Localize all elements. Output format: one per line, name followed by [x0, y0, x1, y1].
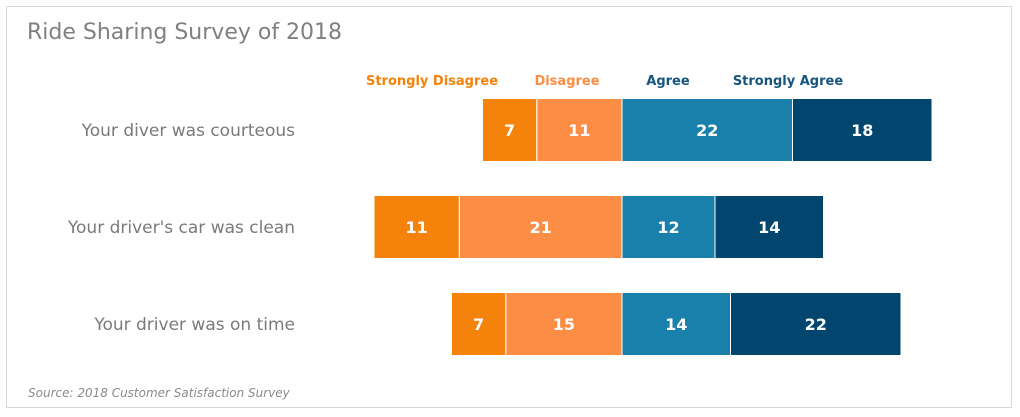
bar-segment [621, 292, 731, 356]
category-label: Your diver was courteous [81, 121, 296, 141]
bar-value-label: 18 [851, 121, 873, 140]
bar-value-label: 22 [805, 315, 827, 334]
bar-value-label: 11 [568, 121, 590, 140]
bar-value-label: 14 [665, 315, 687, 334]
bar-value-label: 7 [473, 315, 484, 334]
bar-value-label: 11 [405, 218, 427, 237]
bars: 11 7 22 18 21 11 12 14 15 7 14 22 [373, 98, 933, 356]
bar-segment [621, 98, 793, 162]
legend-entry: Disagree [534, 74, 599, 89]
source-note: Source: 2018 Customer Satisfaction Surve… [28, 386, 290, 400]
chart-title: Ride Sharing Survey of 2018 [27, 20, 343, 45]
bar-segment [482, 98, 538, 162]
legend-entry: Strongly Agree [733, 74, 844, 89]
category-labels: Your diver was courteous Your driver's ca… [67, 121, 295, 335]
bar-value-label: 14 [758, 218, 780, 237]
bar-segment [714, 195, 824, 259]
bar-value-label: 22 [696, 121, 718, 140]
bar-value-label: 12 [657, 218, 679, 237]
bar-segment [505, 292, 623, 356]
category-label: Your driver was on time [93, 315, 295, 335]
bar-segment [730, 292, 902, 356]
legend-entry: Strongly Disagree [366, 74, 498, 89]
bar-value-label: 21 [529, 218, 551, 237]
bar-segment [458, 195, 623, 259]
bar-segment [621, 195, 716, 259]
bar-value-label: 7 [504, 121, 515, 140]
bar-segment [451, 292, 507, 356]
legend-entry: Agree [646, 74, 690, 89]
legend: Strongly Disagree Disagree Agree Strongly A… [366, 74, 843, 89]
bar-value-label: 15 [553, 315, 575, 334]
bar-segment [536, 98, 623, 162]
category-label: Your driver's car was clean [67, 218, 295, 238]
bar-segment [373, 195, 460, 259]
bar-segment [792, 98, 933, 162]
